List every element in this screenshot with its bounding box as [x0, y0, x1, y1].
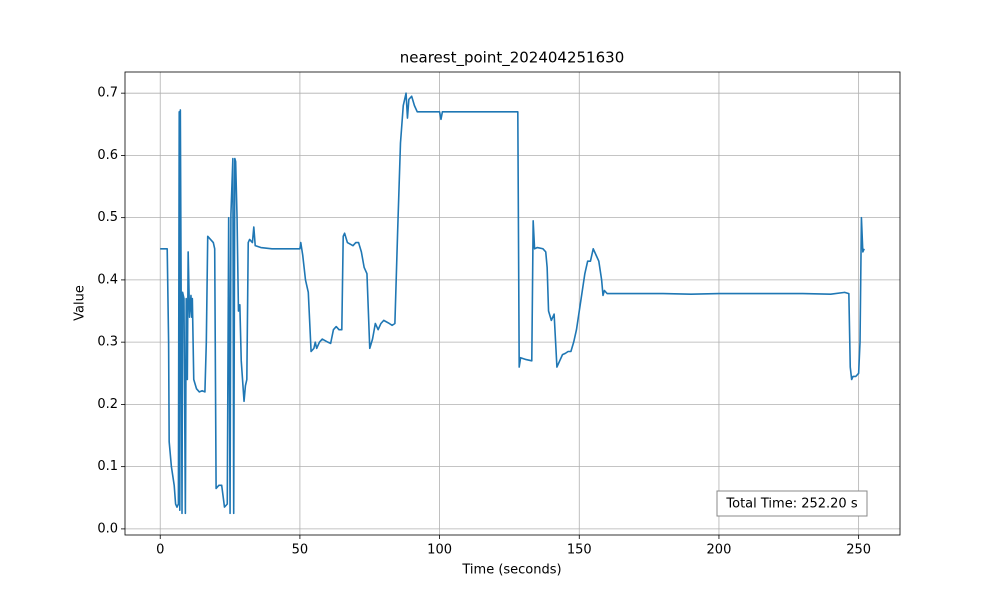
y-tick-label: 0.6 [97, 148, 118, 163]
y-tick-label: 0.2 [97, 397, 118, 412]
y-axis-label: Value [73, 285, 88, 321]
annotation-box [716, 490, 868, 517]
y-tick-label: 0.4 [97, 272, 118, 287]
x-tick-label: 200 [707, 543, 732, 558]
data-line [160, 92, 865, 515]
y-tick-label: 0.0 [97, 521, 118, 536]
x-tick-label: 0 [156, 543, 164, 558]
x-tick-label: 100 [427, 543, 452, 558]
y-tick-label: 0.3 [97, 335, 118, 350]
x-tick-label: 50 [292, 543, 309, 558]
plot-area: 0 50 100 150 200 250 0.0 0.1 0.2 0.3 0.4 0.5 0.6 0.7 T… [97, 71, 901, 558]
chart-title: nearest_point_202404251630 [400, 49, 624, 68]
x-tick-label: 250 [846, 543, 871, 558]
y-tick-label: 0.1 [97, 459, 118, 474]
x-tick-label: 150 [567, 543, 592, 558]
plot-frame [124, 71, 901, 536]
y-tick-label: 0.7 [97, 86, 118, 101]
y-tick-label: 0.5 [97, 210, 118, 225]
x-axis-label: Time (seconds) [461, 563, 561, 578]
annotation: Total Time: 252.20 s [725, 497, 857, 512]
